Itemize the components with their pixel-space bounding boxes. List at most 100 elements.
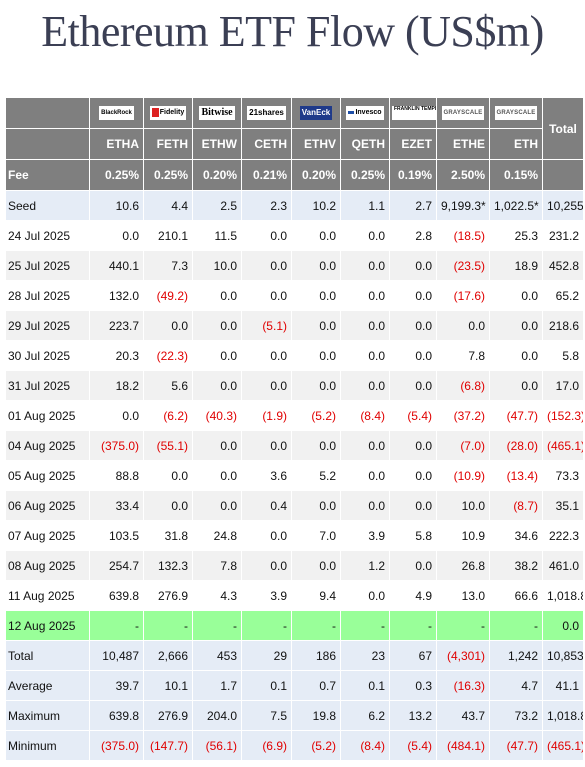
table-row: 25 Jul 2025 440.1 7.3 10.0 0.0 0.0 0.0 0.0 (23.5… (5, 250, 584, 281)
date-cell: 31 Jul 2025 (5, 370, 90, 401)
table-row: 05 Aug 2025 88.8 0.0 0.0 3.6 5.2 0.0 0.0 (10.9)(… (5, 460, 584, 491)
flow-cell: 0.0 (340, 310, 390, 341)
date-cell: 06 Aug 2025 (5, 490, 90, 521)
row-total-cell: 452.8 (542, 250, 584, 281)
flow-cell: 0.0 (241, 370, 292, 401)
summary-row-minimum: Minimum (375.0) (147.7) (56.1) (6.9) (5.2) (8.… (5, 730, 584, 761)
table-row: 06 Aug 2025 33.4 0.0 0.0 0.4 0.0 0.0 0.0 10.0 (8.… (5, 490, 584, 521)
fee-cell: 0.25% (89, 159, 144, 191)
flow-cell: 0.0 (192, 370, 242, 401)
logo-text: VanEck (301, 108, 331, 118)
flow-cell: 0.0 (192, 340, 242, 371)
logo-text: GRAYSCALE (443, 110, 483, 117)
flow-cell: 5.6 (143, 370, 193, 401)
seed-cell: 1.1 (340, 190, 390, 221)
flow-cell: 0.0 (489, 370, 543, 401)
date-cell: 11 Aug 2025 (5, 580, 90, 611)
flow-cell: 223.7 (89, 310, 144, 341)
summary-cell: 23 (340, 640, 390, 671)
flow-cell: 0.0 (340, 370, 390, 401)
logo-text: Invesco (355, 109, 382, 117)
summary-cell: 29 (241, 640, 292, 671)
flow-cell: 0.0 (241, 550, 292, 581)
vaneck-logo: VanEck (299, 106, 333, 121)
flow-cell: 5.8 (389, 520, 437, 551)
summary-cell: 1,242 (489, 640, 543, 671)
flow-cell: (5.4) (389, 400, 437, 431)
seed-cell: 2.3 (241, 190, 292, 221)
summary-total-cell: 41.1 (542, 670, 584, 701)
row-label: Total (5, 640, 90, 671)
row-total-cell: 65.2 (542, 280, 584, 311)
flow-cell: 0.0 (389, 250, 437, 281)
flow-cell: 26.8 (436, 550, 490, 581)
table-row: 04 Aug 2025 (375.0) (55.1) 0.0 0.0 0.0 0.0 0.0(… (5, 430, 584, 461)
ticker-header: FETH (143, 128, 193, 160)
flow-cell: (6.8) (436, 370, 490, 401)
summary-cell: 43.7 (436, 700, 490, 731)
flow-cell: 3.9 (241, 580, 292, 611)
row-total-cell: 0.0 (542, 610, 584, 641)
date-cell: 29 Jul 2025 (5, 310, 90, 341)
today-row: 12 Aug 2025- - - - - - - - -0.0 (5, 610, 584, 641)
fee-cell: 0.25% (340, 159, 390, 191)
flow-cell: 0.0 (291, 250, 341, 281)
flow-cell: 0.0 (340, 250, 390, 281)
flow-cell: (375.0) (89, 430, 144, 461)
table-row: 24 Jul 2025 0.0 210.1 11.5 0.0 0.0 0.0 2.8 (18.5… (5, 220, 584, 251)
fee-cell: 0.15% (489, 159, 543, 191)
table-row: 30 Jul 2025 20.3 (22.3) 0.0 0.0 0.0 0.0 0.0 7.8 0… (5, 340, 584, 371)
flow-cell: 9.4 (291, 580, 341, 611)
flow-cell: 0.0 (489, 280, 543, 311)
ticker-header: CETH (241, 128, 292, 160)
flow-cell: 7.3 (143, 250, 193, 281)
flow-cell: 0.0 (241, 280, 292, 311)
seed-row: Seed 10.6 4.4 2.5 2.3 10.2 1.1 2.7 9,199.3* 1,022… (5, 190, 584, 221)
21shares-logo: 21shares (247, 106, 286, 121)
flow-cell: 1.2 (340, 550, 390, 581)
summary-cell: 276.9 (143, 700, 193, 731)
flow-cell: 0.0 (241, 340, 292, 371)
logo-cell: GRAYSCALE (489, 97, 543, 129)
flow-cell: 0.0 (291, 310, 341, 341)
summary-cell: 39.7 (89, 670, 144, 701)
flow-cell: 34.6 (489, 520, 543, 551)
ticker-header: ETHE (436, 128, 490, 160)
flow-cell: 0.0 (291, 370, 341, 401)
flow-cell: 0.0 (389, 490, 437, 521)
row-total-cell: 1,018.8 (542, 580, 584, 611)
summary-cell: 0.3 (389, 670, 437, 701)
flow-cell: (13.4) (489, 460, 543, 491)
date-cell: 30 Jul 2025 (5, 340, 90, 371)
row-total-cell: 218.6 (542, 310, 584, 341)
ticker-header: ETH (489, 128, 543, 160)
flow-cell: 0.0 (192, 430, 242, 461)
flow-cell: 5.2 (291, 460, 341, 491)
flow-cell: 4.3 (192, 580, 242, 611)
flow-cell: (40.3) (192, 400, 242, 431)
flow-cell: 33.4 (89, 490, 144, 521)
flow-cell: 0.0 (340, 490, 390, 521)
flow-cell: 38.2 (489, 550, 543, 581)
row-total-cell: (152.3) (542, 400, 584, 431)
flow-cell: (18.5) (436, 220, 490, 251)
ticker-header: EZET (389, 128, 437, 160)
summary-cell: (56.1) (192, 730, 242, 761)
flow-cell: 2.8 (389, 220, 437, 251)
flow-cell: 440.1 (89, 250, 144, 281)
logo-cell: GRAYSCALE (436, 97, 490, 129)
fee-cell: 0.25% (143, 159, 193, 191)
date-cell: 01 Aug 2025 (5, 400, 90, 431)
flow-cell: 254.7 (89, 550, 144, 581)
summary-total-cell: (465.1) (542, 730, 584, 761)
date-cell: 12 Aug 2025 (5, 610, 90, 641)
summary-cell: 0.1 (241, 670, 292, 701)
flow-cell: 132.3 (143, 550, 193, 581)
row-total-cell: 222.3 (542, 520, 584, 551)
row-total-cell: (465.1) (542, 430, 584, 461)
seed-cell: 2.5 (192, 190, 242, 221)
flow-cell: (5.2) (291, 400, 341, 431)
summary-cell: (8.4) (340, 730, 390, 761)
flow-cell: - (389, 610, 437, 641)
page-title: Ethereum ETF Flow (US$m) (41, 7, 544, 56)
